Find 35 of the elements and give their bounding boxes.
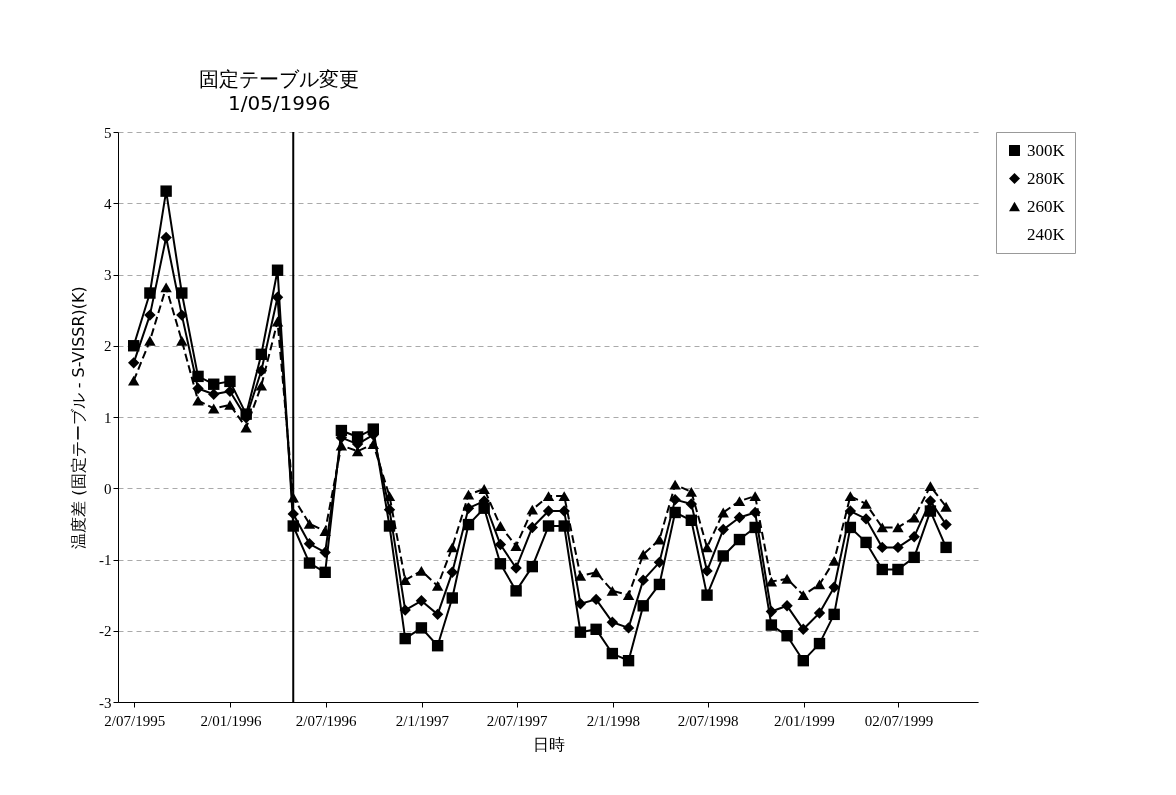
text: 240K <box>1027 224 1066 244</box>
y-tick-label: -2 <box>99 623 112 640</box>
point <box>940 518 952 531</box>
y-tick-label: 4 <box>104 195 112 212</box>
legend-label: 300K <box>1027 140 1066 160</box>
x-tick-label: 2/07/1996 <box>295 712 358 729</box>
point <box>192 395 204 406</box>
point <box>701 589 713 601</box>
point <box>127 375 140 386</box>
x-tick-label: 2/01/1999 <box>773 712 835 729</box>
y-tick-label: -3 <box>99 694 112 711</box>
ref-line-label: 固定テーブル変更 1/05/1996 <box>199 67 360 115</box>
point <box>940 541 952 554</box>
x-tick-label: 2/07/1995 <box>104 712 166 729</box>
legend-label: 260K <box>1027 196 1066 216</box>
x-tick-label: 02/07/1999 <box>864 712 934 729</box>
legend-label: 280K <box>1027 168 1066 188</box>
y-tick-label: -1 <box>99 552 112 568</box>
y-tick-label: 5 <box>104 124 112 141</box>
point <box>303 518 316 529</box>
point <box>606 585 619 596</box>
y-tick-label: 0 <box>104 480 112 497</box>
y-tick-label: 3 <box>104 267 112 283</box>
point <box>940 501 952 512</box>
point <box>160 185 172 197</box>
x-tick-label: 2/1/1998 <box>586 712 641 729</box>
x-tick-label: 2/07/1998 <box>677 712 739 729</box>
x-axis-title: 日時 <box>532 734 565 754</box>
point <box>685 486 698 497</box>
x-tick-label: 2/07/1997 <box>486 712 549 729</box>
y-tick-label: 2 <box>104 338 112 355</box>
y-tick-label: 1 <box>104 409 112 426</box>
x-tick-label: 2/1/1997 <box>395 712 450 729</box>
x-tick-label: 2/01/1996 <box>200 712 262 729</box>
y-axis-title: 温度差 (固定テーブル - S-VISSR)(K) <box>69 286 88 549</box>
